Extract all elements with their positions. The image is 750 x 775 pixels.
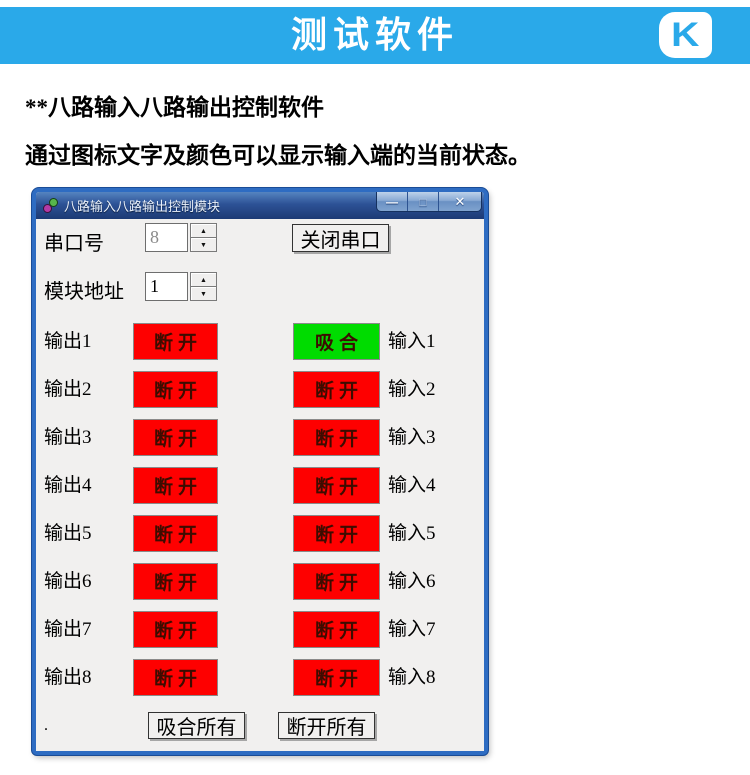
input-label: 输入3 (388, 427, 436, 448)
input-state-button[interactable]: 断开 (293, 371, 380, 408)
app-header: 测试软件 K (0, 7, 750, 64)
channel-row-8: 输出8 断开 断开 输入8 (36, 659, 484, 696)
channel-row-1: 输出1 断开 吸合 输入1 (36, 323, 484, 360)
icon-ball-green (49, 197, 58, 207)
brand-logo: K (659, 12, 712, 58)
module-address-label: 模块地址 (44, 281, 124, 303)
channel-row-7: 输出7 断开 断开 输入7 (36, 611, 484, 648)
output-label: 输出4 (44, 475, 92, 496)
output-label: 输出7 (44, 619, 92, 640)
control-module-window: 八路输入八路输出控制模块 — □ ✕ 串口号 ▲ ▼ 关闭串口 模块地址 ▲ ▼ (32, 188, 488, 755)
window-control-buttons: — □ ✕ (376, 192, 482, 212)
input-state-button[interactable]: 断开 (293, 515, 380, 552)
channel-row-3: 输出3 断开 断开 输入3 (36, 419, 484, 456)
output-label: 输出3 (44, 427, 92, 448)
channel-row-5: 输出5 断开 断开 输入5 (36, 515, 484, 552)
input-label: 输入4 (388, 475, 436, 496)
input-label: 输入8 (388, 667, 436, 688)
spinner-down-icon[interactable]: ▼ (190, 237, 217, 252)
channel-row-4: 输出4 断开 断开 输入4 (36, 467, 484, 504)
input-state-button[interactable]: 断开 (293, 563, 380, 600)
disconnect-all-button[interactable]: 断开所有 (278, 712, 375, 739)
icon-ball-magenta (43, 203, 52, 213)
window-title: 八路输入八路输出控制模块 (64, 199, 221, 214)
input-state-button[interactable]: 断开 (293, 659, 380, 696)
window-app-icon (42, 197, 58, 214)
input-state-button[interactable]: 断开 (293, 611, 380, 648)
input-label: 输入7 (388, 619, 436, 640)
engage-all-button[interactable]: 吸合所有 (148, 712, 245, 739)
minimize-button[interactable]: — (377, 192, 408, 211)
serial-port-spinner: ▲ ▼ (190, 223, 217, 252)
input-state-button[interactable]: 吸合 (293, 323, 380, 360)
intro-line-2: 通过图标文字及颜色可以显示输入端的当前状态。 (25, 143, 531, 168)
output-label: 输出5 (44, 523, 92, 544)
output-state-button[interactable]: 断开 (133, 323, 218, 360)
input-state-button[interactable]: 断开 (293, 419, 380, 456)
spinner-down-icon[interactable]: ▼ (190, 286, 217, 301)
spinner-up-icon[interactable]: ▲ (190, 223, 217, 237)
spinner-up-icon[interactable]: ▲ (190, 272, 217, 286)
serial-port-input[interactable] (145, 223, 188, 252)
close-serial-button[interactable]: 关闭串口 (292, 224, 389, 252)
output-state-button[interactable]: 断开 (133, 659, 218, 696)
maximize-button[interactable]: □ (408, 192, 439, 211)
input-label: 输入1 (388, 331, 436, 352)
output-label: 输出1 (44, 331, 92, 352)
close-icon[interactable]: ✕ (454, 193, 466, 209)
brand-logo-letter: K (671, 15, 700, 54)
input-state-button[interactable]: 断开 (293, 467, 380, 504)
output-state-button[interactable]: 断开 (133, 611, 218, 648)
input-label: 输入5 (388, 523, 436, 544)
output-state-button[interactable]: 断开 (133, 515, 218, 552)
window-client-area: 串口号 ▲ ▼ 关闭串口 模块地址 ▲ ▼ 输出1 断开 吸合 输入1 输 (36, 219, 484, 751)
module-address-input[interactable] (145, 272, 188, 301)
output-label: 输出8 (44, 667, 92, 688)
channel-row-6: 输出6 断开 断开 输入6 (36, 563, 484, 600)
output-label: 输出6 (44, 571, 92, 592)
footer-dot: . (44, 717, 48, 734)
intro-line-1: **八路输入八路输出控制软件 (25, 95, 324, 120)
serial-port-label: 串口号 (44, 233, 104, 255)
output-state-button[interactable]: 断开 (133, 419, 218, 456)
module-address-spinner: ▲ ▼ (190, 272, 217, 301)
channel-row-2: 输出2 断开 断开 输入2 (36, 371, 484, 408)
output-state-button[interactable]: 断开 (133, 563, 218, 600)
input-label: 输入6 (388, 571, 436, 592)
output-state-button[interactable]: 断开 (133, 371, 218, 408)
output-label: 输出2 (44, 379, 92, 400)
input-label: 输入2 (388, 379, 436, 400)
window-titlebar[interactable]: 八路输入八路输出控制模块 — □ ✕ (36, 192, 484, 219)
app-title: 测试软件 (290, 15, 459, 55)
output-state-button[interactable]: 断开 (133, 467, 218, 504)
